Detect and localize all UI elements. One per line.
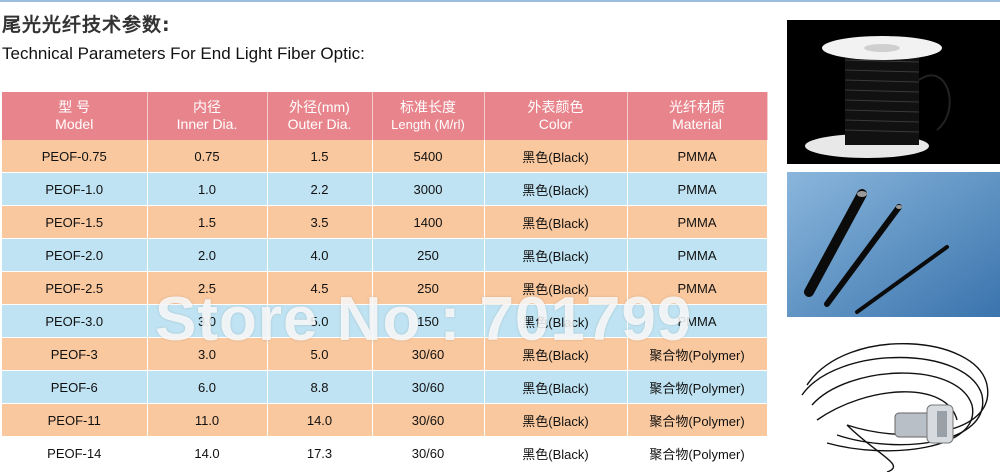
- cell-color: 黑色(Black): [484, 370, 628, 404]
- table-row: PEOF-3.0 3.0 5.0 150 黑色(Black) PMMA: [2, 304, 768, 338]
- cell-outer-dia: 4.5: [267, 271, 373, 305]
- table-row: PEOF-11 11.0 14.0 30/60 黑色(Black) 聚合物(Po…: [2, 403, 768, 437]
- cell-inner-dia: 3.0: [147, 304, 268, 338]
- cell-model: PEOF-1.0: [2, 172, 148, 206]
- table-header-row: 型 号 Model 内径 Inner Dia. 外径(mm) Outer Dia. 标…: [2, 92, 768, 140]
- table-row: PEOF-0.75 0.75 1.5 5400 黑色(Black) PMMA: [2, 140, 768, 173]
- cell-model: PEOF-14: [2, 436, 148, 470]
- table-row: PEOF-2.5 2.5 4.5 250 黑色(Black) PMMA: [2, 271, 768, 305]
- cell-color: 黑色(Black): [484, 271, 628, 305]
- spec-table: 型 号 Model 内径 Inner Dia. 外径(mm) Outer Dia. 标…: [2, 92, 768, 470]
- cell-outer-dia: 5.0: [267, 337, 373, 371]
- cell-length: 3000: [372, 172, 485, 206]
- photo-fiber-ends: [787, 172, 1000, 317]
- cell-material: PMMA: [627, 140, 768, 173]
- cell-inner-dia: 2.5: [147, 271, 268, 305]
- cell-color: 黑色(Black): [484, 337, 628, 371]
- header-color: 外表颜色 Color: [484, 92, 628, 140]
- cell-outer-dia: 17.3: [267, 436, 373, 470]
- header-inner-dia: 内径 Inner Dia.: [147, 92, 268, 140]
- cell-length: 30/60: [372, 370, 485, 404]
- table-row: PEOF-1.0 1.0 2.2 3000 黑色(Black) PMMA: [2, 172, 768, 206]
- header-model: 型 号 Model: [2, 92, 148, 140]
- cell-length: 30/60: [372, 436, 485, 470]
- table-row: PEOF-3 3.0 5.0 30/60 黑色(Black) 聚合物(Polym…: [2, 337, 768, 371]
- cell-model: PEOF-2.5: [2, 271, 148, 305]
- top-border: [0, 0, 1000, 2]
- cell-material: PMMA: [627, 238, 768, 272]
- cell-material: 聚合物(Polymer): [627, 370, 768, 404]
- title-english: Technical Parameters For End Light Fiber…: [2, 44, 365, 63]
- cell-outer-dia: 4.0: [267, 238, 373, 272]
- cell-inner-dia: 11.0: [147, 403, 268, 437]
- cell-color: 黑色(Black): [484, 403, 628, 437]
- photo-fiber-bundle: [787, 325, 1000, 472]
- cell-inner-dia: 1.0: [147, 172, 268, 206]
- cell-length: 250: [372, 238, 485, 272]
- cell-length: 5400: [372, 140, 485, 173]
- cell-color: 黑色(Black): [484, 238, 628, 272]
- cell-color: 黑色(Black): [484, 172, 628, 206]
- cell-color: 黑色(Black): [484, 140, 628, 173]
- cell-model: PEOF-3: [2, 337, 148, 371]
- cell-inner-dia: 2.0: [147, 238, 268, 272]
- cell-length: 30/60: [372, 337, 485, 371]
- cell-outer-dia: 14.0: [267, 403, 373, 437]
- cell-inner-dia: 0.75: [147, 140, 268, 173]
- cell-outer-dia: 8.8: [267, 370, 373, 404]
- cell-model: PEOF-3.0: [2, 304, 148, 338]
- cell-inner-dia: 3.0: [147, 337, 268, 371]
- cell-material: PMMA: [627, 205, 768, 239]
- table-row: PEOF-2.0 2.0 4.0 250 黑色(Black) PMMA: [2, 238, 768, 272]
- cell-length: 30/60: [372, 403, 485, 437]
- cell-material: PMMA: [627, 304, 768, 338]
- cell-color: 黑色(Black): [484, 304, 628, 338]
- cell-material: 聚合物(Polymer): [627, 337, 768, 371]
- cell-length: 1400: [372, 205, 485, 239]
- cell-outer-dia: 2.2: [267, 172, 373, 206]
- cell-material: PMMA: [627, 172, 768, 206]
- cell-outer-dia: 5.0: [267, 304, 373, 338]
- cell-color: 黑色(Black): [484, 205, 628, 239]
- table-row: PEOF-6 6.0 8.8 30/60 黑色(Black) 聚合物(Polym…: [2, 370, 768, 404]
- cell-model: PEOF-2.0: [2, 238, 148, 272]
- cell-model: PEOF-11: [2, 403, 148, 437]
- header-length: 标准长度 Length (M/rl): [372, 92, 485, 140]
- table-row: PEOF-1.5 1.5 3.5 1400 黑色(Black) PMMA: [2, 205, 768, 239]
- header-material: 光纤材质 Material: [627, 92, 768, 140]
- table-row: PEOF-14 14.0 17.3 30/60 黑色(Black) 聚合物(Po…: [2, 436, 768, 470]
- header-outer-dia: 外径(mm) Outer Dia.: [267, 92, 373, 140]
- cell-length: 150: [372, 304, 485, 338]
- cell-material: 聚合物(Polymer): [627, 436, 768, 470]
- cell-outer-dia: 3.5: [267, 205, 373, 239]
- cell-inner-dia: 14.0: [147, 436, 268, 470]
- cell-model: PEOF-6: [2, 370, 148, 404]
- title-chinese: 尾光光纤技术参数:: [2, 14, 171, 36]
- cell-inner-dia: 6.0: [147, 370, 268, 404]
- cell-outer-dia: 1.5: [267, 140, 373, 173]
- cell-length: 250: [372, 271, 485, 305]
- cell-inner-dia: 1.5: [147, 205, 268, 239]
- cell-material: PMMA: [627, 271, 768, 305]
- cell-model: PEOF-0.75: [2, 140, 148, 173]
- cell-color: 黑色(Black): [484, 436, 628, 470]
- cell-material: 聚合物(Polymer): [627, 403, 768, 437]
- cell-model: PEOF-1.5: [2, 205, 148, 239]
- photo-fiber-spool: [787, 20, 1000, 164]
